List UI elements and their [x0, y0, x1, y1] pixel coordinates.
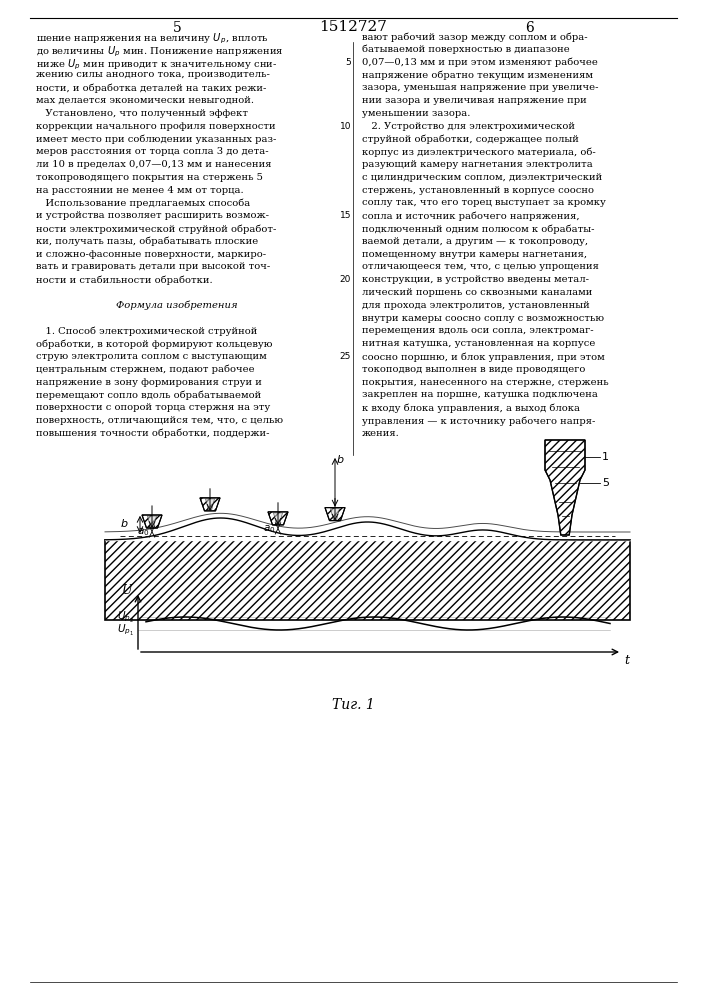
Text: мах делается экономически невыгодной.: мах делается экономически невыгодной.	[36, 96, 254, 105]
Text: корпус из диэлектрического материала, об-: корпус из диэлектрического материала, об…	[362, 147, 596, 157]
Text: 10: 10	[339, 122, 351, 131]
Text: Использование предлагаемых способа: Использование предлагаемых способа	[36, 198, 250, 208]
Polygon shape	[325, 508, 345, 521]
Text: внутри камеры соосно соплу с возможностью: внутри камеры соосно соплу с возможность…	[362, 314, 604, 323]
Text: $a_0$: $a_0$	[262, 523, 275, 535]
Text: b: b	[337, 455, 344, 465]
Text: покрытия, нанесенного на стержне, стержень: покрытия, нанесенного на стержне, стерже…	[362, 378, 609, 387]
Polygon shape	[142, 515, 162, 528]
Text: перемещения вдоль оси сопла, электромаг-: перемещения вдоль оси сопла, электромаг-	[362, 326, 594, 335]
Text: токоподвод выполнен в виде проводящего: токоподвод выполнен в виде проводящего	[362, 365, 585, 374]
Text: вают рабочий зазор между соплом и обра-: вают рабочий зазор между соплом и обра-	[362, 32, 588, 41]
Text: повышения точности обработки, поддержи-: повышения точности обработки, поддержи-	[36, 429, 269, 438]
Text: струю электролита соплом с выступающим: струю электролита соплом с выступающим	[36, 352, 267, 361]
Text: 20: 20	[339, 275, 351, 284]
Polygon shape	[330, 509, 339, 520]
Text: Τиг. 1: Τиг. 1	[332, 698, 375, 712]
Bar	[105, 540, 630, 620]
Text: конструкции, в устройство введены метал-: конструкции, в устройство введены метал-	[362, 275, 589, 284]
Text: жению силы анодного тока, производитель-: жению силы анодного тока, производитель-	[36, 70, 270, 79]
Text: 5: 5	[602, 478, 609, 488]
Text: закреплен на поршне, катушка подключена: закреплен на поршне, катушка подключена	[362, 390, 598, 399]
Text: сопла и источник рабочего напряжения,: сопла и источник рабочего напряжения,	[362, 211, 580, 221]
Text: 15: 15	[339, 211, 351, 220]
Text: соплу так, что его торец выступает за кромку: соплу так, что его торец выступает за кр…	[362, 198, 606, 207]
Text: управления — к источнику рабочего напря-: управления — к источнику рабочего напря-	[362, 416, 595, 426]
Text: жения.: жения.	[362, 429, 399, 438]
Text: 2. Устройство для электрохимической: 2. Устройство для электрохимической	[362, 122, 575, 131]
Text: струйной обработки, содержащее полый: струйной обработки, содержащее полый	[362, 134, 579, 144]
Text: Формула изобретения: Формула изобретения	[116, 301, 238, 310]
Text: токопроводящего покрытия на стержень 5: токопроводящего покрытия на стержень 5	[36, 173, 263, 182]
Text: уменьшении зазора.: уменьшении зазора.	[362, 109, 470, 118]
Text: обработки, в которой формируют кольцевую: обработки, в которой формируют кольцевую	[36, 339, 272, 349]
Text: t: t	[624, 654, 629, 667]
Text: 1: 1	[602, 452, 609, 462]
Text: 6: 6	[525, 21, 534, 35]
Text: 5: 5	[345, 58, 351, 67]
Text: меров расстояния от торца сопла 3 до дета-: меров расстояния от торца сопла 3 до дет…	[36, 147, 269, 156]
Text: стержень, установленный в корпусе соосно: стержень, установленный в корпусе соосно	[362, 186, 594, 195]
Text: 25: 25	[339, 352, 351, 361]
Text: Установлено, что полученный эффект: Установлено, что полученный эффект	[36, 109, 248, 118]
Text: зазора, уменьшая напряжение при увеличе-: зазора, уменьшая напряжение при увеличе-	[362, 83, 599, 92]
Text: помещенному внутри камеры нагнетания,: помещенному внутри камеры нагнетания,	[362, 250, 587, 259]
Text: поверхности с опорой торца стержня на эту: поверхности с опорой торца стержня на эт…	[36, 403, 270, 412]
Text: 1512727: 1512727	[319, 20, 387, 34]
Text: батываемой поверхностью в диапазоне: батываемой поверхностью в диапазоне	[362, 45, 570, 54]
Text: $a_0$: $a_0$	[136, 526, 149, 538]
Polygon shape	[148, 516, 156, 527]
Text: шение напряжения на величину $U_p$, вплоть: шение напряжения на величину $U_p$, впло…	[36, 32, 269, 46]
Text: центральным стержнем, подают рабочее: центральным стержнем, подают рабочее	[36, 365, 255, 374]
Text: ности и стабильности обработки.: ности и стабильности обработки.	[36, 275, 213, 285]
Text: 0,07—0,13 мм и при этом изменяют рабочее: 0,07—0,13 мм и при этом изменяют рабочее	[362, 58, 598, 67]
Text: соосно поршню, и блок управления, при этом: соосно поршню, и блок управления, при эт…	[362, 352, 604, 361]
Text: 5: 5	[173, 21, 182, 35]
Text: подключенный одним полюсом к обрабаты-: подключенный одним полюсом к обрабаты-	[362, 224, 595, 233]
Polygon shape	[200, 498, 220, 511]
Text: нитная катушка, установленная на корпусе: нитная катушка, установленная на корпусе	[362, 339, 595, 348]
Text: для прохода электролитов, установленный: для прохода электролитов, установленный	[362, 301, 590, 310]
Text: ности, и обработка деталей на таких режи-: ности, и обработка деталей на таких режи…	[36, 83, 267, 93]
Text: напряжение обратно текущим изменениям: напряжение обратно текущим изменениям	[362, 70, 593, 80]
Text: лический поршень со сквозными каналами: лический поршень со сквозными каналами	[362, 288, 592, 297]
Text: до величины $U_p$ мин. Понижение напряжения: до величины $U_p$ мин. Понижение напряже…	[36, 45, 284, 59]
Text: ниже $U_p$ мин приводит к значительному сни-: ниже $U_p$ мин приводит к значительному …	[36, 58, 277, 72]
Text: нии зазора и увеличивая напряжение при: нии зазора и увеличивая напряжение при	[362, 96, 587, 105]
Text: к входу блока управления, а выход блока: к входу блока управления, а выход блока	[362, 403, 580, 413]
Polygon shape	[545, 440, 585, 535]
Text: и устройства позволяет расширить возмож-: и устройства позволяет расширить возмож-	[36, 211, 269, 220]
Text: ли 10 в пределах 0,07—0,13 мм и нанесения: ли 10 в пределах 0,07—0,13 мм и нанесени…	[36, 160, 271, 169]
Text: U: U	[122, 584, 132, 596]
Text: $U_{p_1}$: $U_{p_1}$	[117, 623, 134, 637]
Text: ности электрохимической струйной обработ-: ности электрохимической струйной обработ…	[36, 224, 276, 233]
Text: вать и гравировать детали при высокой точ-: вать и гравировать детали при высокой то…	[36, 262, 270, 271]
Polygon shape	[274, 513, 283, 524]
Text: и сложно-фасонные поверхности, маркиро-: и сложно-фасонные поверхности, маркиро-	[36, 250, 266, 259]
Text: b: b	[121, 519, 128, 529]
Text: ки, получать пазы, обрабатывать плоские: ки, получать пазы, обрабатывать плоские	[36, 237, 258, 246]
Text: коррекции начального профиля поверхности: коррекции начального профиля поверхности	[36, 122, 276, 131]
Polygon shape	[206, 499, 214, 510]
Text: напряжение в зону формирования струи и: напряжение в зону формирования струи и	[36, 378, 262, 387]
Text: отличающееся тем, что, с целью упрощения: отличающееся тем, что, с целью упрощения	[362, 262, 599, 271]
Text: на расстоянии не менее 4 мм от торца.: на расстоянии не менее 4 мм от торца.	[36, 186, 244, 195]
Polygon shape	[268, 512, 288, 525]
Text: разующий камеру нагнетания электролита: разующий камеру нагнетания электролита	[362, 160, 592, 169]
Text: с цилиндрическим соплом, диэлектрический: с цилиндрическим соплом, диэлектрический	[362, 173, 602, 182]
Text: 1. Способ электрохимической струйной: 1. Способ электрохимической струйной	[36, 326, 257, 336]
Text: перемещают сопло вдоль обрабатываемой: перемещают сопло вдоль обрабатываемой	[36, 390, 262, 400]
Text: $U_{p_2}$: $U_{p_2}$	[117, 610, 134, 624]
Text: имеет место при соблюдении указанных раз-: имеет место при соблюдении указанных раз…	[36, 134, 276, 144]
Text: ваемой детали, а другим — к токопроводу,: ваемой детали, а другим — к токопроводу,	[362, 237, 588, 246]
Text: поверхность, отличающийся тем, что, с целью: поверхность, отличающийся тем, что, с це…	[36, 416, 283, 425]
